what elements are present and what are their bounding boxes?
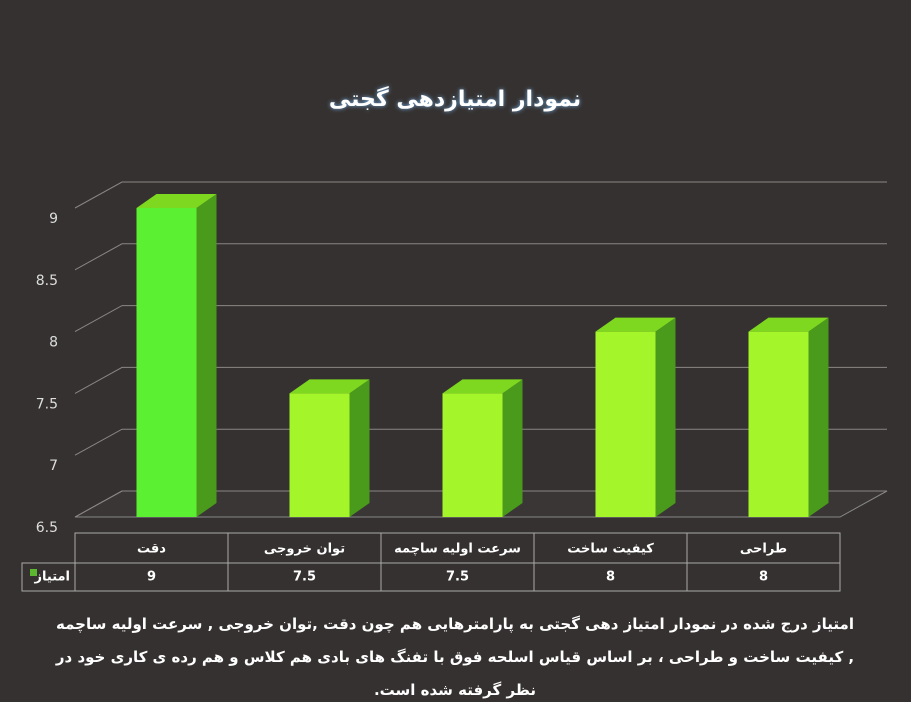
bar — [748, 317, 829, 517]
bar — [289, 379, 370, 517]
x-tick-label: طراحی — [740, 542, 787, 557]
x-tick-label: دقت — [137, 542, 166, 557]
bar-side — [655, 317, 676, 517]
y-tick-label: 8 — [49, 335, 58, 351]
y-tick-label: 7.5 — [36, 396, 58, 412]
x-tick-label: سرعت اولیه ساچمه — [394, 542, 521, 557]
x-tick-label: کیفیت ساخت — [567, 542, 654, 557]
caption: امتیاز درج شده در نمودار امتیاز دهی گجتی… — [55, 615, 855, 699]
bar-top — [289, 379, 370, 394]
grid-line — [74, 305, 887, 333]
bar-front — [136, 208, 197, 517]
bar-side — [502, 379, 523, 517]
table-value: 7.5 — [293, 570, 316, 585]
x-tick-label: توان خروجی — [264, 542, 345, 557]
bar-front — [289, 393, 350, 517]
chart: نمودار امتیازدهی گجتی 6.5 7 7.5 8 8.5 9 امتیاز… — [21, 85, 888, 592]
bar-side — [808, 317, 829, 517]
table-value: 7.5 — [446, 570, 469, 585]
table-frame — [21, 562, 75, 592]
bar-front — [595, 331, 656, 517]
bar-front — [442, 393, 503, 517]
bar — [136, 194, 217, 517]
bar-top — [748, 317, 829, 332]
bar-side — [349, 379, 370, 517]
legend-swatch — [30, 569, 37, 576]
table-value: 9 — [147, 570, 156, 585]
grid-line — [74, 243, 887, 271]
bar-top — [595, 317, 676, 332]
table-value: 8 — [606, 570, 615, 585]
y-tick-label: 8.5 — [36, 273, 58, 289]
y-tick-label: 6.5 — [36, 520, 58, 536]
table-value: 8 — [759, 570, 768, 585]
legend-label: امتیاز — [34, 570, 70, 585]
y-tick-label: 7 — [49, 458, 58, 474]
y-tick-label: 9 — [49, 211, 58, 227]
grid-line — [74, 181, 887, 209]
bar-front — [748, 331, 809, 517]
bar-top — [442, 379, 523, 394]
bar — [442, 379, 523, 517]
chart-title: نمودار امتیازدهی گجتی — [329, 85, 581, 112]
table-frame — [74, 532, 841, 592]
bar-top — [136, 194, 217, 208]
bar-side — [196, 194, 217, 517]
bar — [595, 317, 676, 517]
